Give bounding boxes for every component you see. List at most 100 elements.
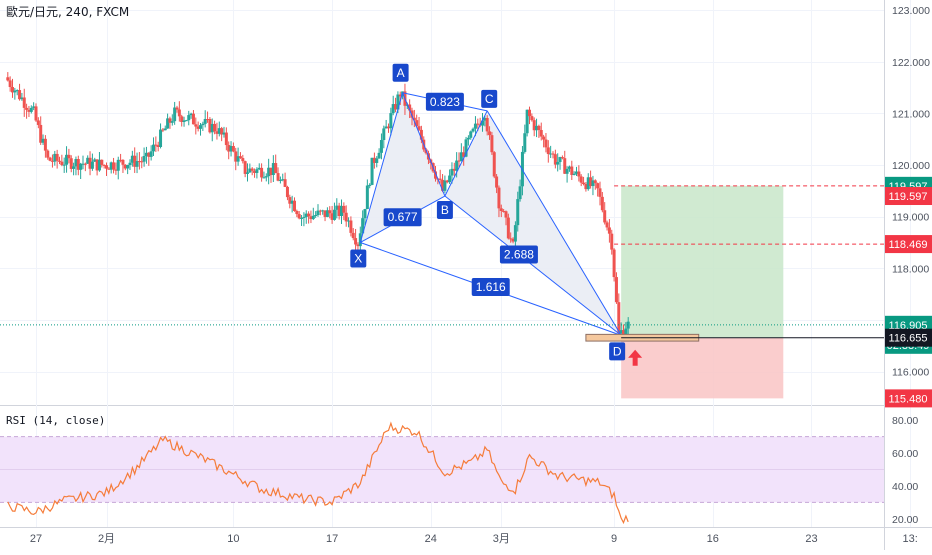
candle-body bbox=[170, 121, 174, 123]
ratio-label: 2.688 bbox=[504, 248, 534, 262]
candle-body bbox=[619, 330, 623, 334]
candle-body bbox=[53, 153, 57, 162]
candle-body bbox=[342, 205, 346, 213]
candle-body bbox=[565, 168, 569, 174]
candle-body bbox=[365, 185, 369, 210]
candle-body bbox=[236, 156, 240, 162]
candle-body bbox=[384, 126, 388, 129]
candle-body bbox=[100, 159, 104, 165]
pattern-point-label-c: C bbox=[485, 92, 494, 106]
candle-body bbox=[29, 107, 33, 112]
candle-body bbox=[206, 119, 210, 121]
candle-body bbox=[201, 123, 205, 126]
candle-body bbox=[481, 120, 484, 126]
candle-body bbox=[112, 162, 116, 170]
candle-body bbox=[297, 214, 301, 219]
candle-body bbox=[231, 146, 235, 152]
candle-body bbox=[377, 152, 381, 159]
candle-body bbox=[311, 215, 315, 220]
candle-body bbox=[281, 179, 285, 181]
candle-body bbox=[271, 163, 275, 176]
candle-body bbox=[464, 139, 468, 157]
candle-body bbox=[18, 90, 22, 100]
candle-body bbox=[398, 94, 402, 97]
ratio-badge bbox=[425, 92, 464, 111]
candle-body bbox=[262, 177, 266, 179]
candle-body bbox=[159, 129, 163, 147]
candle-body bbox=[243, 161, 247, 174]
candle-body bbox=[11, 86, 14, 93]
candle-body bbox=[250, 168, 254, 171]
candle-body bbox=[412, 117, 416, 121]
candle-body bbox=[79, 163, 83, 170]
candle-body bbox=[570, 166, 574, 175]
candle-body bbox=[605, 222, 609, 228]
candle-body bbox=[438, 178, 442, 180]
candle-body bbox=[229, 146, 233, 152]
candle-body bbox=[194, 124, 198, 127]
buy-arrow-icon bbox=[628, 349, 643, 366]
ratio-label: 1.616 bbox=[476, 280, 506, 294]
candle-body bbox=[560, 157, 564, 159]
candle-body bbox=[149, 151, 153, 157]
candle-body bbox=[610, 233, 614, 250]
symbol-title: 歐元/日元, 240, FXCM bbox=[6, 5, 130, 19]
candle-body bbox=[246, 172, 249, 174]
candle-body bbox=[203, 119, 207, 124]
candle-body bbox=[445, 180, 449, 183]
candle-body bbox=[69, 158, 73, 169]
rsi-tick-label: 20.00 bbox=[892, 514, 918, 526]
candle-body bbox=[415, 120, 419, 127]
candle-body bbox=[457, 160, 461, 162]
candle-body bbox=[20, 97, 24, 100]
candle-body bbox=[332, 209, 336, 220]
candle-body bbox=[626, 321, 630, 329]
candle-body bbox=[135, 161, 139, 167]
candle-body bbox=[180, 116, 184, 122]
ratio-label: 0.823 bbox=[430, 95, 460, 109]
candle-body bbox=[389, 113, 393, 129]
candle-body bbox=[114, 169, 118, 171]
candle-body bbox=[58, 160, 61, 162]
price-label-box bbox=[885, 389, 932, 408]
candle-body bbox=[316, 210, 320, 215]
candle-body bbox=[62, 164, 66, 166]
candle-body bbox=[410, 110, 414, 118]
candle-body bbox=[511, 238, 515, 242]
candle-body bbox=[579, 176, 583, 183]
candle-body bbox=[485, 118, 489, 132]
price-tick-label: 121.000 bbox=[892, 108, 930, 120]
candle-body bbox=[323, 210, 327, 217]
pattern-point-badge-b bbox=[436, 201, 453, 220]
candle-body bbox=[476, 123, 480, 125]
candle-body bbox=[455, 160, 459, 171]
candle-body bbox=[50, 160, 54, 162]
candle-body bbox=[591, 180, 595, 187]
rsi-tick-label: 40.00 bbox=[892, 481, 918, 493]
candle-body bbox=[363, 209, 367, 219]
candle-body bbox=[528, 109, 531, 117]
candle-body bbox=[121, 159, 125, 165]
candle-body bbox=[344, 212, 348, 222]
time-tick-label: 13: bbox=[903, 533, 918, 545]
candle-body bbox=[551, 153, 555, 155]
candle-body bbox=[130, 155, 134, 163]
candle-body bbox=[257, 167, 261, 170]
candle-body bbox=[166, 118, 170, 129]
candle-body bbox=[553, 154, 557, 165]
candle-body bbox=[504, 211, 508, 218]
candle-body bbox=[22, 97, 26, 108]
price-tick-label: 122.000 bbox=[892, 57, 930, 69]
candle-body bbox=[60, 161, 64, 165]
candle-body bbox=[177, 109, 181, 117]
candle-body bbox=[441, 179, 445, 191]
ratio-badge bbox=[499, 245, 538, 264]
candle-body bbox=[607, 227, 611, 234]
candle-body bbox=[556, 162, 560, 165]
pattern-triangle-bcd bbox=[444, 110, 622, 336]
ratio-badge bbox=[471, 277, 510, 296]
candle-body bbox=[575, 171, 578, 174]
candle-body bbox=[375, 158, 379, 163]
